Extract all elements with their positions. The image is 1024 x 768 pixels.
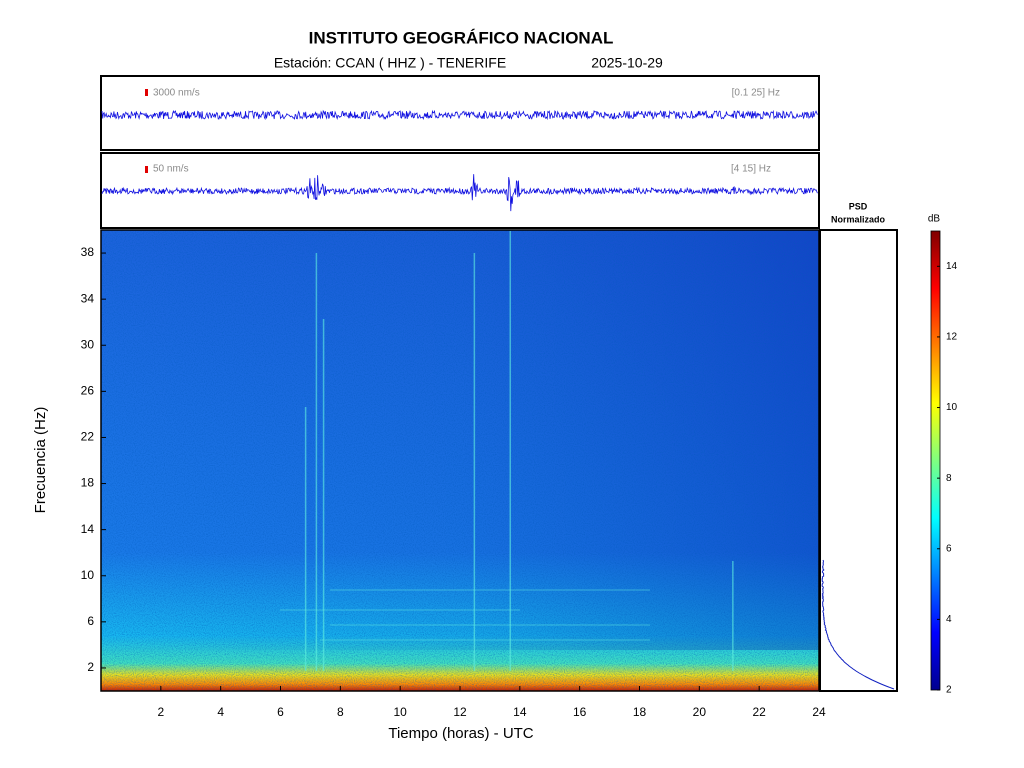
colorbar-tick-label: 14	[946, 261, 958, 272]
trace-scale: 3000 nm/s	[153, 88, 200, 99]
x-tick-label: 2	[157, 705, 164, 719]
chart-title: INSTITUTO GEOGRÁFICO NACIONAL	[309, 28, 614, 47]
scale-bar	[145, 166, 148, 173]
x-tick-label: 6	[277, 705, 284, 719]
colorbar-tick-label: 2	[946, 685, 952, 696]
x-axis-label: Tiempo (horas) - UTC	[388, 725, 533, 742]
y-tick-label: 34	[81, 291, 95, 305]
psd-curve	[821, 559, 895, 690]
colorbar-tick-label: 12	[946, 332, 958, 343]
y-tick-label: 22	[81, 430, 95, 444]
colorbar-tick-label: 10	[946, 402, 958, 413]
x-tick-label: 20	[693, 705, 707, 719]
y-tick-label: 26	[81, 384, 95, 398]
events	[280, 231, 734, 671]
trace-band: [0.1 25] Hz	[732, 88, 780, 99]
x-tick-label: 10	[393, 705, 407, 719]
colorbar-label: dB	[928, 214, 941, 225]
x-tick-label: 8	[337, 705, 344, 719]
waveform	[101, 109, 818, 121]
x-tick-label: 4	[217, 705, 224, 719]
waveform	[101, 174, 818, 212]
x-tick-label: 16	[573, 705, 587, 719]
y-tick-label: 2	[87, 660, 94, 674]
colorbar-tick-label: 4	[946, 614, 952, 625]
colorbar-tick-label: 8	[946, 473, 952, 484]
waveforms	[101, 109, 818, 212]
x-tick-label: 18	[633, 705, 647, 719]
date: 2025-10-29	[591, 55, 663, 71]
y-tick-label: 6	[87, 614, 94, 628]
trace-scale: 50 nm/s	[153, 164, 189, 175]
colorbar	[930, 230, 941, 691]
station: Estación: CCAN ( HHZ ) - TENERIFE	[274, 55, 506, 71]
y-tick-label: 14	[81, 522, 95, 536]
x-tick-label: 22	[752, 705, 766, 719]
y-tick-label: 38	[81, 245, 95, 259]
psd-panel	[819, 229, 898, 692]
y-tick-label: 10	[81, 568, 95, 582]
y-tick-label: 30	[81, 337, 95, 351]
x-tick-label: 24	[812, 705, 826, 719]
x-tick-label: 12	[453, 705, 467, 719]
psd-title: Normalizado	[831, 214, 886, 224]
scale-bar	[145, 89, 148, 96]
psd-title: PSD	[849, 201, 868, 211]
colorbar-tick-label: 6	[946, 543, 952, 554]
trace-panel	[100, 75, 820, 151]
trace-band: [4 15] Hz	[731, 164, 771, 175]
spectrogram-texture	[101, 230, 819, 691]
y-tick-label: 18	[81, 476, 95, 490]
y-axis-label: Frecuencia (Hz)	[32, 407, 49, 514]
x-tick-label: 14	[513, 705, 527, 719]
